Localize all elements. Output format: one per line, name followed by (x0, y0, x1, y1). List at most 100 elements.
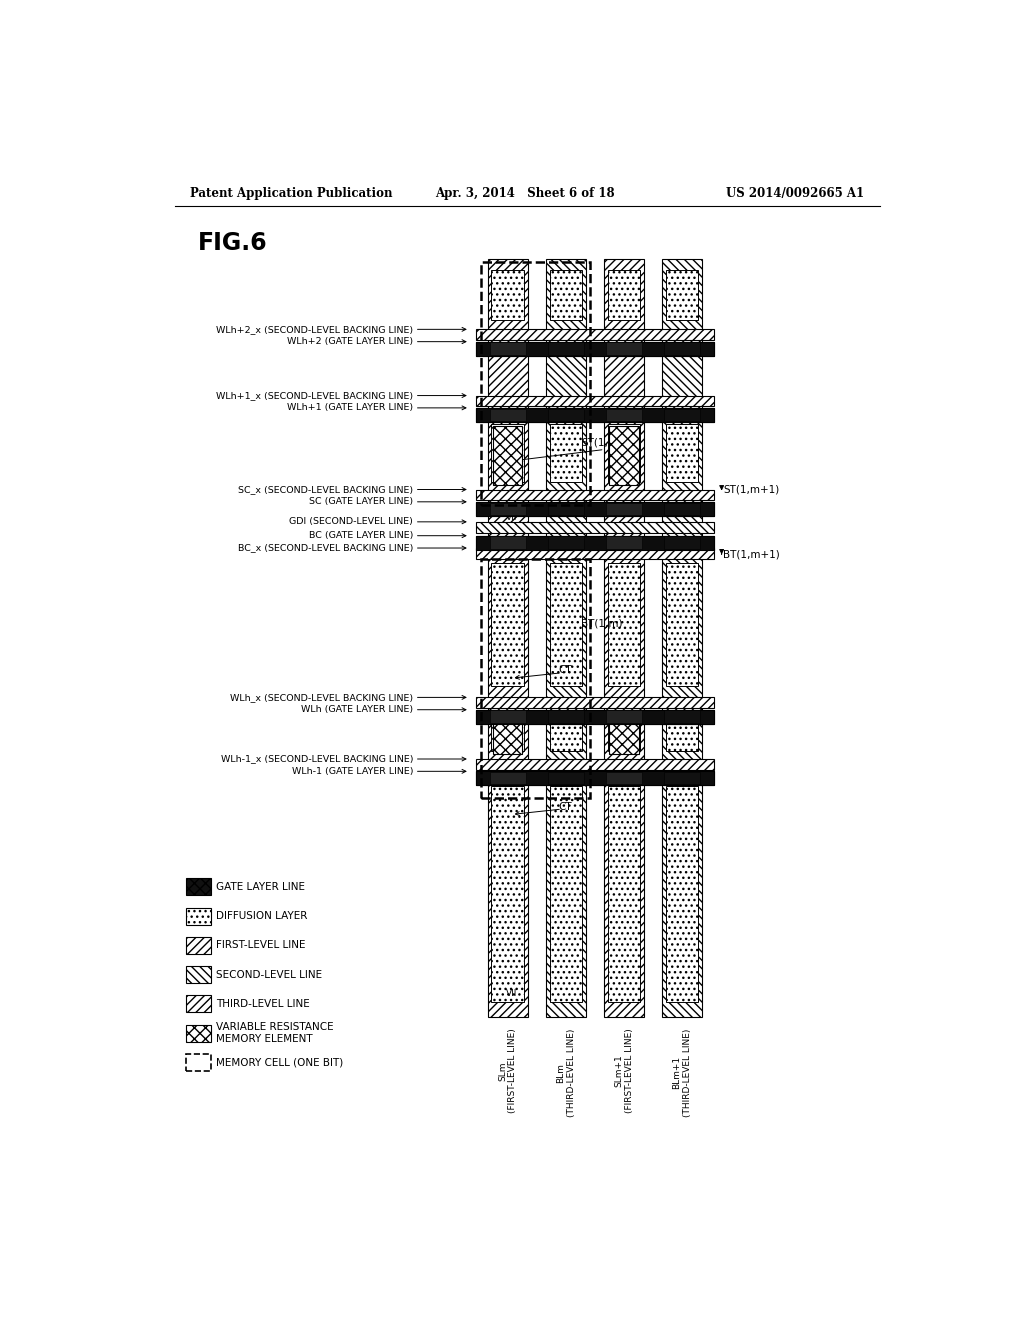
Text: SLm
(FIRST-LEVEL LINE): SLm (FIRST-LEVEL LINE) (498, 1028, 517, 1113)
Bar (476, 396, 714, 407)
Text: WLh-1_x (SECOND-LEVEL BACKING LINE): WLh-1_x (SECOND-LEVEL BACKING LINE) (221, 755, 414, 763)
Bar (476, 342, 714, 355)
Bar (606, 503, 642, 515)
Bar (607, 725, 640, 751)
Text: GATE LAYER LINE: GATE LAYER LINE (216, 882, 305, 892)
Bar (476, 710, 714, 723)
Bar (476, 536, 714, 549)
Bar (492, 424, 524, 482)
Bar (476, 710, 714, 723)
Bar (476, 502, 714, 516)
Bar (186, 966, 211, 983)
Bar (665, 772, 700, 784)
Bar (666, 271, 698, 321)
Text: BC (GATE LAYER LINE): BC (GATE LAYER LINE) (309, 531, 414, 540)
Bar (490, 774, 524, 784)
Bar (666, 562, 698, 686)
Text: BC_x (SECOND-LEVEL BACKING LINE): BC_x (SECOND-LEVEL BACKING LINE) (238, 544, 414, 553)
Bar (548, 710, 584, 723)
Bar (607, 343, 641, 354)
Bar (607, 711, 641, 722)
Bar (476, 502, 714, 516)
Bar (490, 409, 524, 420)
Bar (665, 710, 700, 723)
Bar (489, 409, 525, 421)
Bar (489, 710, 525, 723)
Bar (607, 537, 641, 548)
Text: BT(1,m): BT(1,m) (582, 618, 623, 628)
Bar (550, 725, 583, 751)
Text: GDI (SECOND-LEVEL LINE): GDI (SECOND-LEVEL LINE) (290, 517, 414, 527)
Bar (476, 771, 714, 785)
Bar (476, 342, 714, 355)
Text: WLh-1 (GATE LAYER LINE): WLh-1 (GATE LAYER LINE) (292, 767, 414, 776)
Bar (492, 271, 524, 321)
Text: ST(1,m): ST(1,m) (582, 437, 623, 447)
Bar (665, 342, 700, 355)
Bar (550, 271, 583, 321)
Bar (607, 271, 640, 321)
Bar (476, 490, 714, 500)
Text: US 2014/0092665 A1: US 2014/0092665 A1 (726, 186, 864, 199)
Bar (489, 536, 525, 549)
Bar (662, 259, 702, 1016)
Bar (665, 536, 700, 549)
Bar (476, 408, 714, 422)
Bar (476, 548, 714, 558)
Text: Patent Application Publication: Patent Application Publication (190, 186, 392, 199)
Bar (606, 342, 642, 355)
Bar (546, 259, 586, 1016)
Bar (550, 562, 583, 686)
Bar (550, 424, 583, 482)
Text: VII: VII (506, 990, 517, 998)
Bar (476, 759, 714, 770)
Text: MEMORY CELL (ONE BIT): MEMORY CELL (ONE BIT) (216, 1057, 344, 1068)
Text: THIRD-LEVEL LINE: THIRD-LEVEL LINE (216, 999, 310, 1008)
Bar (607, 785, 640, 1002)
Bar (476, 536, 714, 549)
Bar (492, 562, 524, 686)
Text: WLh+2_x (SECOND-LEVEL BACKING LINE): WLh+2_x (SECOND-LEVEL BACKING LINE) (216, 325, 414, 334)
Bar (609, 426, 639, 484)
Text: BT(1,m+1): BT(1,m+1) (723, 550, 780, 560)
Text: WLh+1 (GATE LAYER LINE): WLh+1 (GATE LAYER LINE) (287, 404, 414, 412)
Text: SLm+1
(FIRST-LEVEL LINE): SLm+1 (FIRST-LEVEL LINE) (614, 1028, 634, 1113)
Bar (492, 725, 524, 751)
Bar (489, 772, 525, 784)
Text: VARIABLE RESISTANCE
MEMORY ELEMENT: VARIABLE RESISTANCE MEMORY ELEMENT (216, 1022, 334, 1044)
Bar (607, 503, 641, 515)
Bar (550, 785, 583, 1002)
Bar (476, 408, 714, 422)
Text: DIFFUSION LAYER: DIFFUSION LAYER (216, 911, 308, 921)
Text: VII: VII (506, 513, 517, 523)
Text: WLh+1_x (SECOND-LEVEL BACKING LINE): WLh+1_x (SECOND-LEVEL BACKING LINE) (216, 391, 414, 400)
Bar (607, 424, 640, 482)
Bar (186, 878, 211, 895)
Bar (607, 562, 640, 686)
Bar (606, 409, 642, 421)
Bar (186, 1024, 211, 1041)
Text: Apr. 3, 2014   Sheet 6 of 18: Apr. 3, 2014 Sheet 6 of 18 (435, 186, 614, 199)
Bar (548, 772, 584, 784)
Bar (490, 711, 524, 722)
Bar (607, 409, 641, 420)
Bar (666, 725, 698, 751)
Bar (548, 503, 584, 515)
Bar (665, 503, 700, 515)
Bar (604, 259, 644, 1016)
Text: WLh+2 (GATE LAYER LINE): WLh+2 (GATE LAYER LINE) (287, 337, 414, 346)
Bar (476, 771, 714, 785)
Bar (186, 908, 211, 924)
Bar (481, 558, 590, 797)
Bar (481, 261, 590, 506)
Text: BLm+1
(THIRD-LEVEL LINE): BLm+1 (THIRD-LEVEL LINE) (673, 1028, 692, 1117)
Bar (665, 409, 700, 421)
Bar (490, 503, 524, 515)
Bar (490, 537, 524, 548)
Bar (489, 342, 525, 355)
Bar (186, 1053, 211, 1071)
Bar (476, 330, 714, 341)
Text: ST(1,m+1): ST(1,m+1) (723, 484, 779, 495)
Bar (490, 343, 524, 354)
Text: WLh_x (SECOND-LEVEL BACKING LINE): WLh_x (SECOND-LEVEL BACKING LINE) (230, 693, 414, 702)
